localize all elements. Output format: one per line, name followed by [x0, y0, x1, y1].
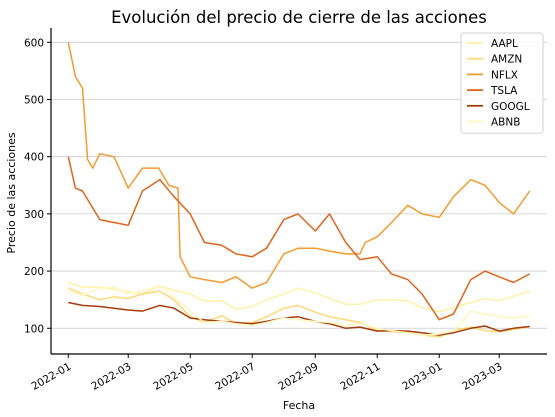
series-line-googl	[68, 301, 530, 336]
legend-label-tsla: TSLA	[490, 85, 518, 97]
series-line-amzn	[68, 287, 530, 338]
y-tick-label: 100	[24, 323, 44, 335]
series-line-nflx	[67, 42, 531, 289]
x-tick-label: 2022-01	[29, 361, 73, 393]
x-tick-label: 2023-01	[400, 361, 444, 393]
x-tick-label: 2022-07	[213, 361, 257, 393]
y-tick-label: 400	[24, 152, 44, 164]
series-line-abnb	[68, 284, 530, 336]
series-lines	[67, 42, 531, 338]
x-axis-ticks: 2022-01 2022-03 2022-05 2022-07 2022-09 2022-…	[29, 354, 504, 393]
x-tick-label: 2023-03	[460, 361, 504, 393]
y-tick-label: 500	[24, 94, 44, 106]
legend-label-googl: GOOGL	[491, 101, 530, 113]
x-tick-label: 2022-03	[89, 361, 133, 393]
y-axis-label: Precio de las acciones	[5, 132, 18, 253]
legend: AAPL AMZN NFLX TSLA GOOGL ABNB	[460, 32, 544, 134]
series-line-tsla	[67, 156, 531, 321]
legend-label-aapl: AAPL	[491, 38, 518, 50]
x-tick-label: 2022-05	[151, 361, 195, 393]
legend-label-amzn: AMZN	[491, 54, 522, 66]
x-tick-label: 2022-11	[338, 361, 382, 393]
chart-title: Evolución del precio de cierre de las ac…	[111, 8, 487, 27]
legend-label-nflx: NFLX	[491, 69, 518, 81]
y-tick-label: 200	[24, 266, 44, 278]
x-axis-label: Fecha	[283, 399, 315, 412]
y-tick-label: 600	[24, 37, 44, 49]
legend-label-abnb: ABNB	[491, 117, 520, 129]
axes	[50, 28, 547, 355]
y-axis-ticks: 100 200 300 400 500 600	[24, 37, 51, 335]
series-line-aapl	[68, 281, 530, 313]
y-tick-label: 300	[24, 209, 44, 221]
x-tick-label: 2022-09	[276, 361, 320, 393]
